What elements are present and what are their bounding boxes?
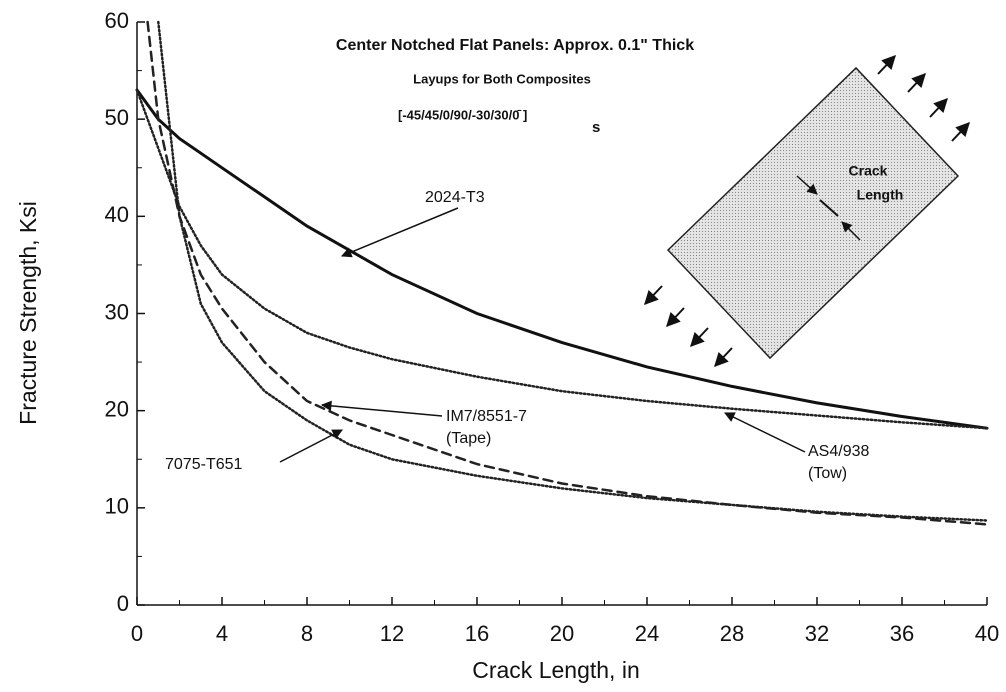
x-tick-label: 28	[720, 621, 744, 646]
x-tick-label: 4	[216, 621, 228, 646]
inset-title: Center Notched Flat Panels: Approx. 0.1"…	[336, 37, 694, 54]
x-axis-title: Crack Length, in	[472, 657, 639, 683]
x-tick-label: 16	[465, 621, 489, 646]
x-tick-label: 40	[975, 621, 999, 646]
y-tick-label: 10	[105, 494, 129, 519]
series-label: 2024-T3	[425, 189, 485, 206]
x-tick-label: 8	[301, 621, 313, 646]
inset-subtitle: Layups for Both Composites	[413, 71, 591, 86]
x-tick-label: 12	[380, 621, 404, 646]
y-tick-label: 20	[105, 396, 129, 421]
annotation-arrow	[341, 207, 459, 258]
annotation-arrow	[320, 400, 443, 417]
x-tick-label: 20	[550, 621, 574, 646]
y-tick-label: 40	[105, 202, 129, 227]
crack-label: Length	[857, 187, 904, 203]
y-tick-label: 50	[105, 105, 129, 130]
y-axis-title: Fracture Strength, Ksi	[15, 201, 41, 425]
x-tick-label: 24	[635, 621, 659, 646]
series-sublabel: (Tape)	[446, 430, 491, 447]
series-line	[157, 20, 989, 522]
y-tick-label: 0	[117, 591, 129, 616]
x-tick-label: 32	[805, 621, 829, 646]
annotation-arrow	[724, 412, 806, 453]
series-label: AS4/938	[808, 443, 869, 460]
layup-subscript: s	[592, 119, 600, 136]
series-sublabel: (Tow)	[808, 465, 847, 482]
x-tick-label: 36	[890, 621, 914, 646]
crack-label: Crack	[849, 163, 888, 179]
series-label: IM7/8551-7	[446, 408, 527, 425]
y-tick-label: 60	[105, 8, 129, 33]
series-label: 7075-T651	[165, 456, 242, 473]
x-tick-label: 0	[131, 621, 143, 646]
layup: [-45/45/0/90/-30/30/0̄ ]	[398, 107, 527, 122]
annotation-arrow	[279, 429, 343, 463]
y-tick-label: 30	[105, 299, 129, 324]
panel-diagram	[644, 54, 970, 368]
